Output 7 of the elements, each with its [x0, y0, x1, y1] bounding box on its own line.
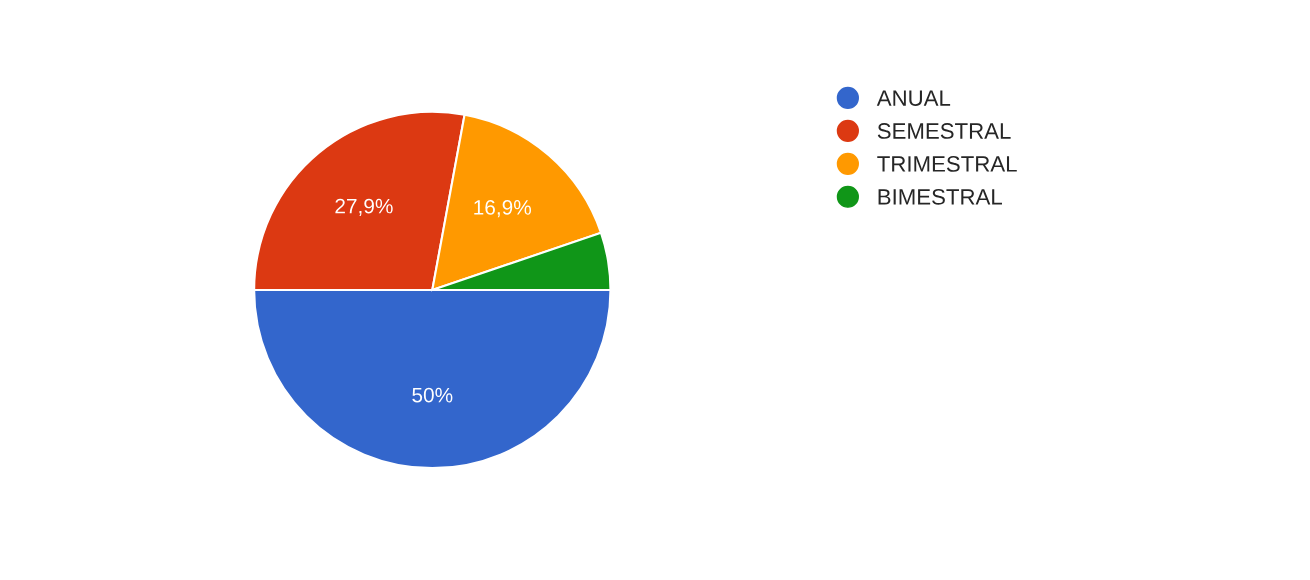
legend-label: BIMESTRAL — [878, 189, 1002, 205]
legend-label: ANUAL — [876, 90, 951, 106]
data-label: 16,9% — [474, 199, 532, 218]
data-label: 27,9% — [335, 198, 393, 216]
legend-label: SEMESTRAL — [877, 123, 1011, 139]
data-label: 50% — [412, 387, 453, 403]
legend-label: TRIMESTRAL — [877, 156, 1017, 172]
